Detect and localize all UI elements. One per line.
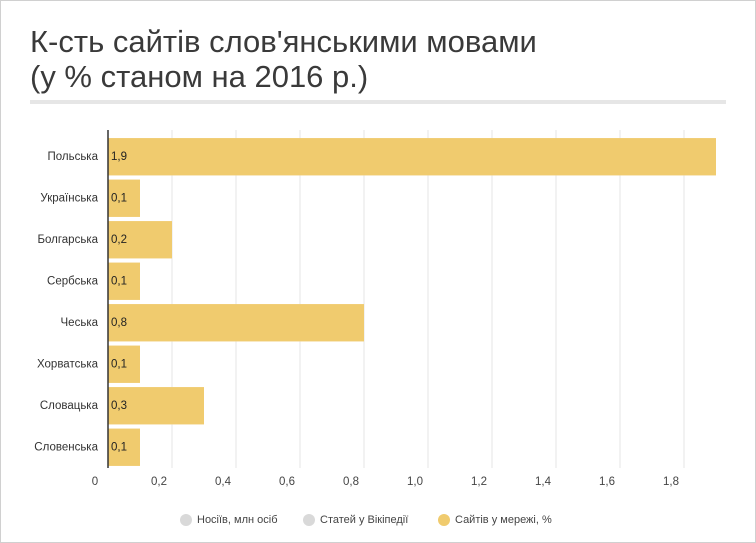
x-tick-label: 0,4 [215,476,232,488]
y-tick-label: Українська [40,192,98,204]
legend-label: Носіїв, млн осіб [197,514,278,526]
bar [108,262,140,300]
x-tick-label: 1,6 [599,476,615,488]
x-tick-label: 1,0 [407,476,423,488]
x-tick-label: 0,6 [279,476,295,488]
legend-label: Статей у Вікіпедії [320,514,408,526]
y-tick-label: Сербська [47,275,99,287]
x-tick-label: 0,8 [343,476,359,488]
legend-label: Сайтів у мережі, % [455,514,552,526]
x-tick-label: 1,4 [535,476,552,488]
value-label: 0,2 [111,234,127,246]
value-label: 0,1 [111,441,127,453]
legend-swatch [303,514,315,526]
bar [108,138,716,176]
separator [30,100,726,104]
y-tick-label: Хорватська [37,358,99,370]
value-label: 0,8 [111,317,127,329]
value-label: 0,1 [111,192,127,204]
legend-swatch [180,514,192,526]
value-label: 0,1 [111,358,127,370]
x-tick-label: 0 [92,476,98,488]
y-tick-label: Словацька [40,400,99,412]
x-tick-label: 0,2 [151,476,167,488]
y-tick-label: Чеська [61,317,99,329]
x-tick-label: 1,2 [471,476,487,488]
bar [108,221,172,259]
bar [108,428,140,466]
value-label: 1,9 [111,151,127,163]
chart-title: К-сть сайтів слов'янськими мовами [30,24,537,59]
legend-swatch [438,514,450,526]
bar [108,179,140,217]
bar [108,304,364,342]
bar [108,387,204,425]
y-tick-label: Словенська [34,441,98,453]
chart-title: (у % станом на 2016 р.) [30,59,368,94]
x-tick-label: 1,8 [663,476,679,488]
bar [108,345,140,383]
y-tick-label: Польська [47,151,98,163]
value-label: 0,1 [111,275,127,287]
value-label: 0,3 [111,400,127,412]
y-tick-label: Болгарська [37,234,98,246]
